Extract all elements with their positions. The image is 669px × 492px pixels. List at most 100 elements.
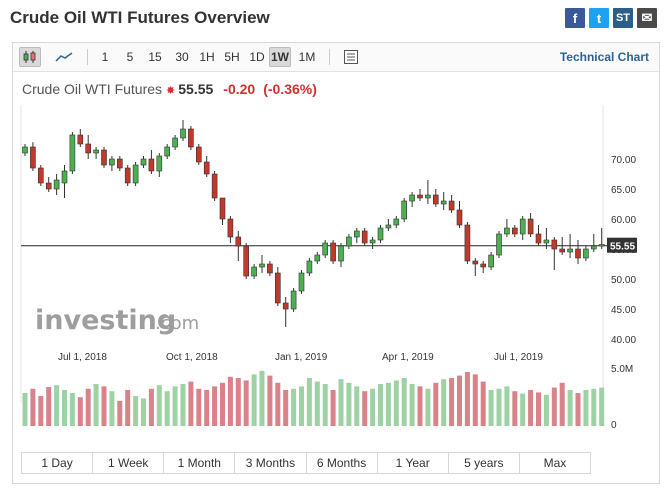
candle[interactable] — [156, 153, 163, 177]
candle[interactable] — [353, 228, 360, 243]
candle[interactable] — [180, 120, 186, 141]
candle[interactable] — [314, 252, 321, 264]
table-view-button[interactable] — [340, 47, 362, 67]
candle[interactable] — [535, 225, 542, 246]
candle[interactable] — [274, 267, 281, 306]
candle[interactable] — [188, 126, 194, 150]
candle[interactable] — [519, 216, 526, 240]
candle[interactable] — [583, 246, 589, 261]
range-1-day-button[interactable]: 1 Day — [22, 453, 94, 473]
candle[interactable] — [385, 219, 392, 231]
candle[interactable] — [172, 135, 178, 150]
interval-1d-button[interactable]: 1D — [249, 50, 265, 64]
candle[interactable] — [282, 297, 289, 327]
candle[interactable] — [330, 240, 336, 264]
interval-1-button[interactable]: 1 — [101, 50, 109, 64]
candle[interactable] — [306, 258, 313, 276]
technical-chart-link[interactable]: Technical Chart — [559, 50, 649, 64]
candle[interactable] — [393, 216, 400, 228]
candle[interactable] — [504, 219, 510, 237]
candle[interactable] — [109, 156, 115, 171]
candle[interactable] — [369, 237, 376, 249]
range-5-years-button[interactable]: 5 years — [449, 453, 520, 473]
candle[interactable] — [377, 225, 384, 243]
candle[interactable] — [93, 147, 99, 159]
candle[interactable] — [61, 165, 68, 198]
interval-1m-button[interactable]: 1M — [298, 50, 316, 64]
candle[interactable] — [456, 201, 463, 228]
twitter-icon[interactable]: t — [589, 8, 609, 28]
candle[interactable] — [211, 171, 218, 201]
candle[interactable] — [425, 180, 431, 204]
candle[interactable] — [440, 192, 447, 210]
facebook-icon[interactable]: f — [565, 8, 585, 28]
candle[interactable] — [203, 156, 210, 177]
candle[interactable] — [448, 195, 455, 213]
stocktwits-icon[interactable]: ST — [613, 8, 633, 28]
candle[interactable] — [511, 225, 518, 237]
candle[interactable] — [290, 288, 297, 312]
candle[interactable] — [598, 228, 605, 249]
candle[interactable] — [85, 135, 91, 159]
price-chart[interactable]: investing .com 70.0065.0060.0055.0050.00… — [13, 43, 659, 443]
candle[interactable] — [132, 162, 139, 186]
candle[interactable] — [45, 177, 52, 192]
candle[interactable] — [464, 222, 471, 264]
candle[interactable] — [22, 144, 28, 156]
interval-5-button[interactable]: 5 — [126, 50, 134, 64]
candle[interactable] — [267, 261, 273, 276]
candle[interactable] — [124, 165, 131, 186]
candle[interactable] — [196, 144, 202, 165]
candle[interactable] — [346, 234, 352, 249]
range-3-months-button[interactable]: 3 Months — [235, 453, 307, 473]
candle[interactable] — [488, 252, 494, 270]
candle[interactable] — [472, 258, 479, 276]
candle[interactable] — [243, 243, 249, 279]
range-6-months-button[interactable]: 6 Months — [307, 453, 378, 473]
candle[interactable] — [527, 213, 534, 237]
candle[interactable] — [401, 198, 408, 222]
candle[interactable] — [148, 150, 155, 174]
candle[interactable] — [30, 142, 36, 171]
candle[interactable] — [543, 228, 550, 249]
candle[interactable] — [432, 189, 439, 207]
candle[interactable] — [53, 174, 60, 195]
candle[interactable] — [575, 240, 581, 264]
candle[interactable] — [140, 156, 147, 168]
range-max-button[interactable]: Max — [543, 456, 567, 470]
candle[interactable] — [219, 197, 226, 225]
range-1-year-button[interactable]: 1 Year — [378, 453, 449, 473]
candle[interactable] — [567, 234, 573, 258]
candle[interactable] — [322, 240, 329, 258]
candle[interactable] — [496, 231, 502, 258]
candle[interactable] — [77, 129, 84, 147]
email-icon[interactable]: ✉ — [637, 8, 657, 28]
candle[interactable] — [361, 228, 368, 246]
interval-1h-button[interactable]: 1H — [199, 50, 215, 64]
interval-15-button[interactable]: 15 — [148, 50, 162, 64]
range-1-month-button[interactable]: 1 Month — [164, 453, 236, 473]
candle[interactable] — [37, 165, 44, 186]
candle[interactable] — [338, 243, 344, 267]
interval-30-button[interactable]: 30 — [175, 50, 189, 64]
candle[interactable] — [259, 255, 265, 273]
candle[interactable] — [559, 237, 566, 255]
candlestick-chart-button[interactable] — [19, 47, 41, 67]
candle[interactable] — [409, 192, 415, 207]
candle[interactable] — [590, 234, 597, 252]
candle[interactable] — [480, 261, 487, 273]
candle[interactable] — [235, 231, 242, 261]
candle[interactable] — [101, 147, 107, 168]
interval-1w-button[interactable]: 1W — [269, 47, 291, 67]
interval-5h-button[interactable]: 5H — [224, 50, 240, 64]
candle[interactable] — [117, 156, 123, 171]
candle[interactable] — [69, 132, 76, 174]
area-chart-button[interactable] — [53, 47, 75, 67]
candle[interactable] — [551, 237, 558, 270]
candle[interactable] — [251, 264, 257, 279]
candle[interactable] — [298, 270, 305, 294]
candle[interactable] — [227, 216, 234, 243]
range-1-week-button[interactable]: 1 Week — [93, 453, 165, 473]
candle[interactable] — [417, 189, 423, 201]
candle[interactable] — [164, 144, 170, 159]
